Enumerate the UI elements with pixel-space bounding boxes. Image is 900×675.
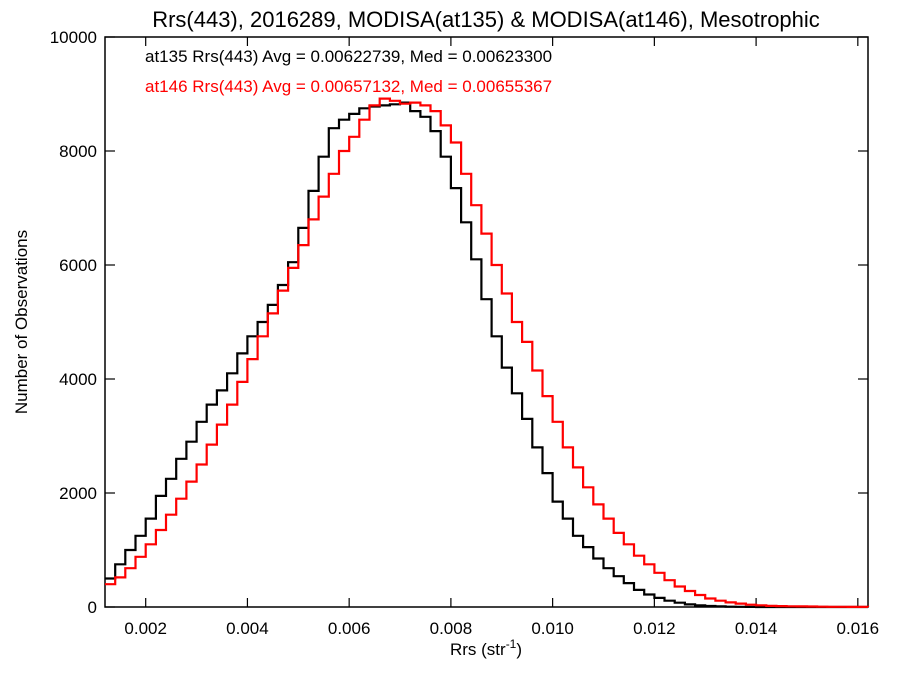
y-tick-label: 10000 <box>50 28 97 47</box>
x-tick-label: 0.004 <box>226 619 269 638</box>
x-axis-label-text: Rrs (str <box>450 640 506 659</box>
y-tick-label: 2000 <box>59 484 97 503</box>
x-axis-label-superscript: -1 <box>506 637 517 651</box>
series-line-at135 <box>105 101 868 609</box>
y-tick-label: 8000 <box>59 142 97 161</box>
series-line-at146 <box>105 97 870 608</box>
x-tick-label: 0.012 <box>633 619 676 638</box>
chart-title: Rrs(443), 2016289, MODISA(at135) & MODIS… <box>152 7 820 32</box>
x-tick-label: 0.006 <box>328 619 371 638</box>
x-tick-label: 0.010 <box>531 619 574 638</box>
y-tick-label: 6000 <box>59 256 97 275</box>
x-tick-label: 0.014 <box>735 619 778 638</box>
series-layer <box>105 97 870 609</box>
x-tick-label: 0.002 <box>124 619 167 638</box>
x-axis-ticks: 0.002 0.004 0.006 0.008 0.010 0.012 0.014 0.016 <box>124 37 879 638</box>
legend-entry-at135: at135 Rrs(443) Avg = 0.00622739, Med = 0… <box>145 47 552 66</box>
x-axis-label-end: ) <box>516 640 522 659</box>
y-tick-label: 4000 <box>59 370 97 389</box>
legend-entry-at146: at146 Rrs(443) Avg = 0.00657132, Med = 0… <box>145 77 552 96</box>
y-tick-label: 0 <box>88 598 97 617</box>
x-axis-label: Rrs (str-1) <box>450 637 522 659</box>
y-axis-label: Number of Observations <box>12 230 31 414</box>
plot-area-frame <box>104 36 869 608</box>
y-axis-ticks: 0 2000 4000 6000 8000 10000 <box>50 28 868 617</box>
x-tick-label: 0.008 <box>430 619 473 638</box>
x-tick-label: 0.016 <box>837 619 880 638</box>
